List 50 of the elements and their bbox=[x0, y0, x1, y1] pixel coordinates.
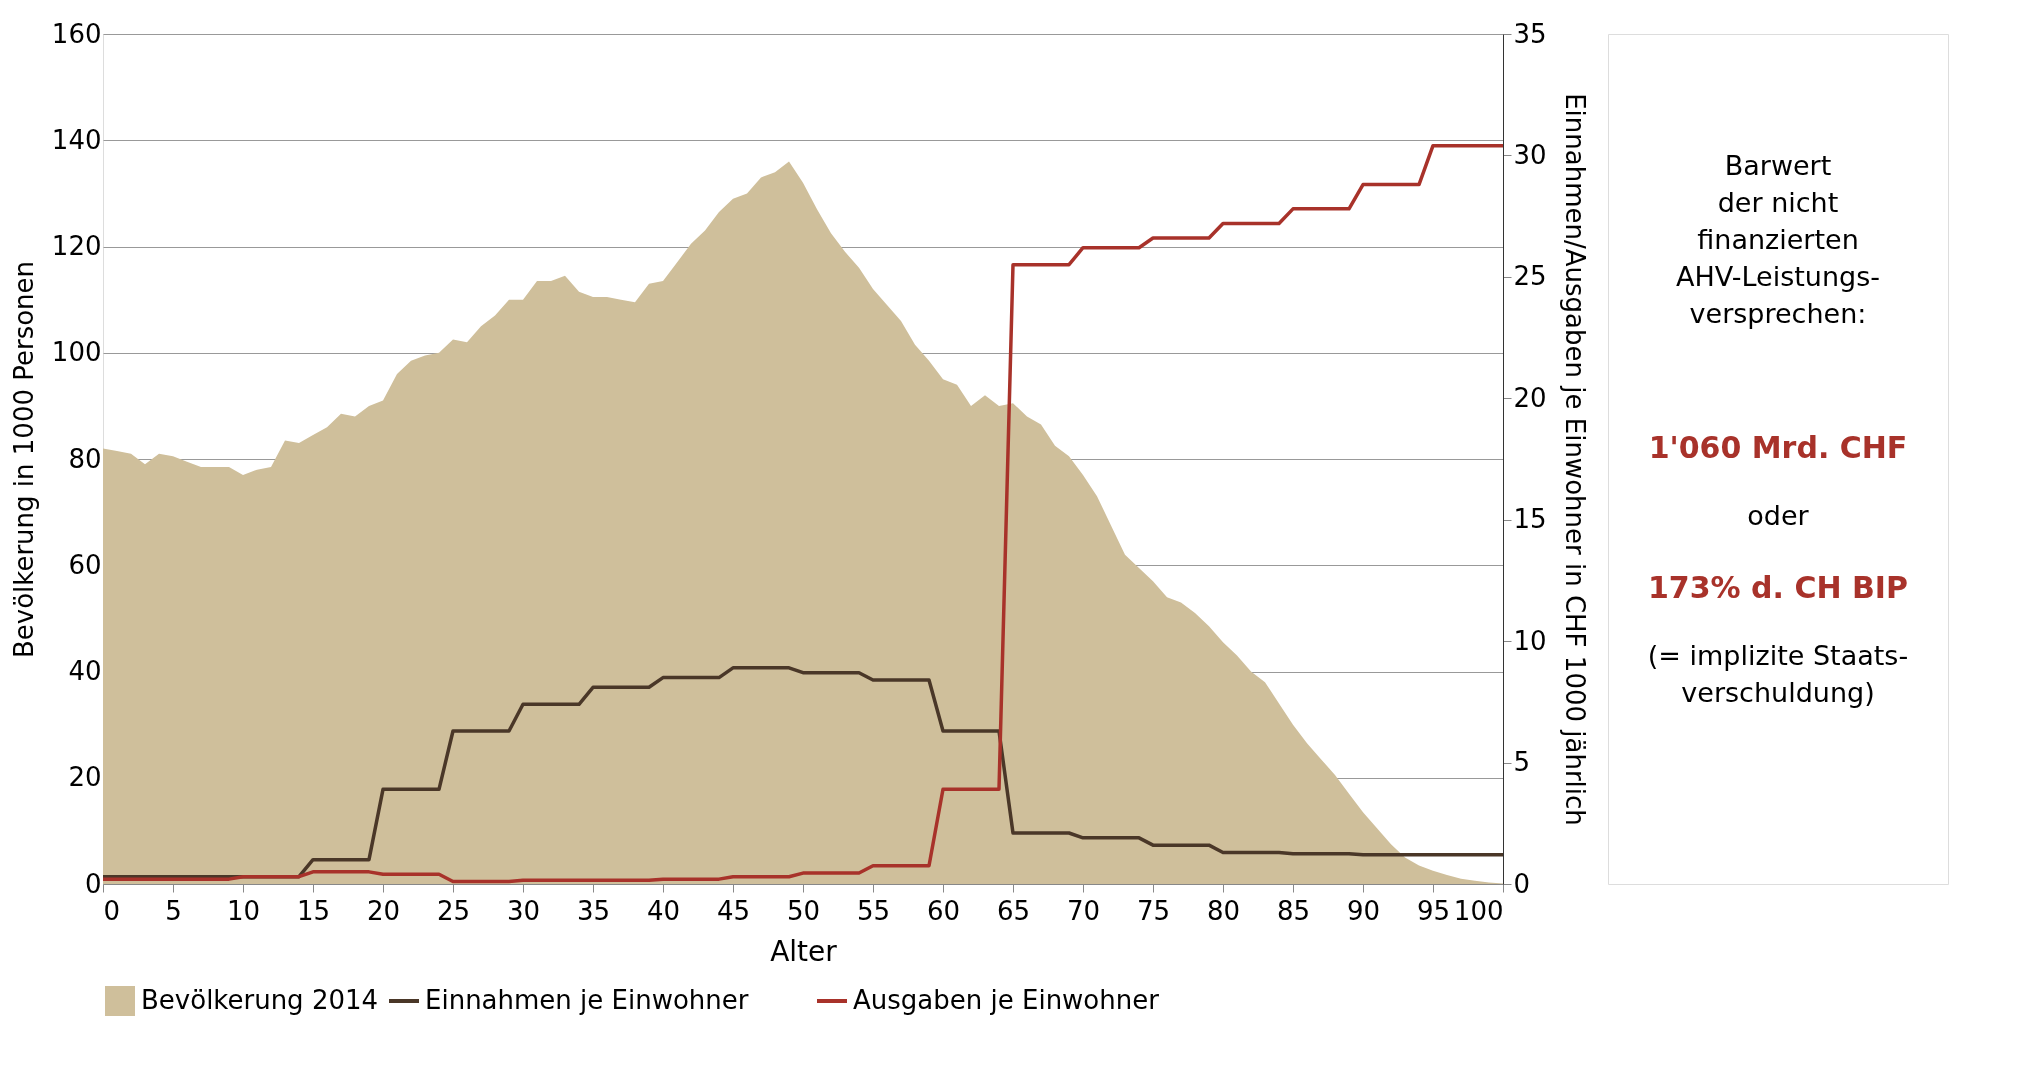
x-tick-label: 90 bbox=[1346, 895, 1381, 926]
x-tick-label: 60 bbox=[926, 895, 961, 926]
x-tick-label: 100 bbox=[1453, 895, 1504, 926]
x-tick-label: 50 bbox=[786, 895, 821, 926]
y2-tick-label: 25 bbox=[1513, 261, 1547, 292]
text: 1'060 Mrd. CHF bbox=[1648, 430, 1908, 465]
y-tick-label: 120 bbox=[51, 231, 102, 261]
x-tick-label: 75 bbox=[1136, 895, 1171, 926]
x-tick-label: 65 bbox=[996, 895, 1031, 926]
x-axis-title: Alter bbox=[770, 934, 838, 968]
x-tick-label: 35 bbox=[576, 895, 611, 926]
x-tick-label: 85 bbox=[1276, 895, 1311, 926]
x-tick-label: 0 bbox=[103, 895, 121, 926]
legend-label: Bevölkerung 2014 bbox=[141, 985, 379, 1015]
legend-label: Einnahmen je Einwohner bbox=[425, 985, 749, 1015]
y2-tick-label: 30 bbox=[1513, 139, 1547, 170]
y2-tick-label: 20 bbox=[1513, 382, 1547, 413]
y-tick-label: 100 bbox=[51, 337, 102, 368]
x-tick-label: 45 bbox=[716, 895, 751, 926]
x-tick-label: 55 bbox=[856, 895, 891, 926]
y-axis-title: Bevölkerung in 1000 Personen bbox=[8, 260, 39, 659]
text: oder bbox=[1747, 500, 1810, 531]
y-tick-label: 160 bbox=[51, 18, 102, 49]
x-tick-label: 20 bbox=[366, 895, 401, 926]
y-tick-label: 0 bbox=[84, 868, 102, 899]
x-tick-label: 10 bbox=[226, 895, 261, 926]
y2-tick-label: 0 bbox=[1513, 868, 1531, 899]
text: (= implizite Staats- verschuldung) bbox=[1647, 640, 1909, 708]
y-tick-label: 40 bbox=[68, 656, 102, 686]
x-tick-label: 25 bbox=[436, 895, 471, 926]
x-tick-label: 80 bbox=[1206, 895, 1241, 926]
y-tick-label: 80 bbox=[68, 443, 102, 474]
x-tick-label: 15 bbox=[296, 895, 331, 926]
y2-axis-title: Einnahmen/Ausgaben je Einwohner in CHF 1000 jährlich bbox=[1559, 93, 1590, 826]
text: Barwert der nicht finanzierten AHV-Leistungs- versprechen: bbox=[1676, 150, 1880, 329]
y2-tick-label: 5 bbox=[1513, 747, 1531, 778]
y-tick-label: 140 bbox=[51, 124, 102, 155]
x-tick-label: 95 bbox=[1416, 895, 1451, 926]
legend-label: Ausgaben je Einwohner bbox=[853, 985, 1160, 1015]
x-tick-label: 30 bbox=[506, 895, 541, 926]
y2-tick-label: 15 bbox=[1513, 504, 1547, 535]
x-tick-label: 5 bbox=[165, 895, 182, 926]
text: 173% d. CH BIP bbox=[1647, 570, 1909, 605]
x-tick-label: 40 bbox=[646, 895, 681, 926]
y-tick-label: 20 bbox=[68, 762, 102, 793]
y2-tick-label: 35 bbox=[1513, 18, 1547, 49]
y2-tick-label: 10 bbox=[1513, 625, 1547, 656]
x-tick-label: 70 bbox=[1066, 895, 1101, 926]
y-tick-label: 60 bbox=[68, 549, 102, 580]
line-series bbox=[101, 666, 1505, 879]
